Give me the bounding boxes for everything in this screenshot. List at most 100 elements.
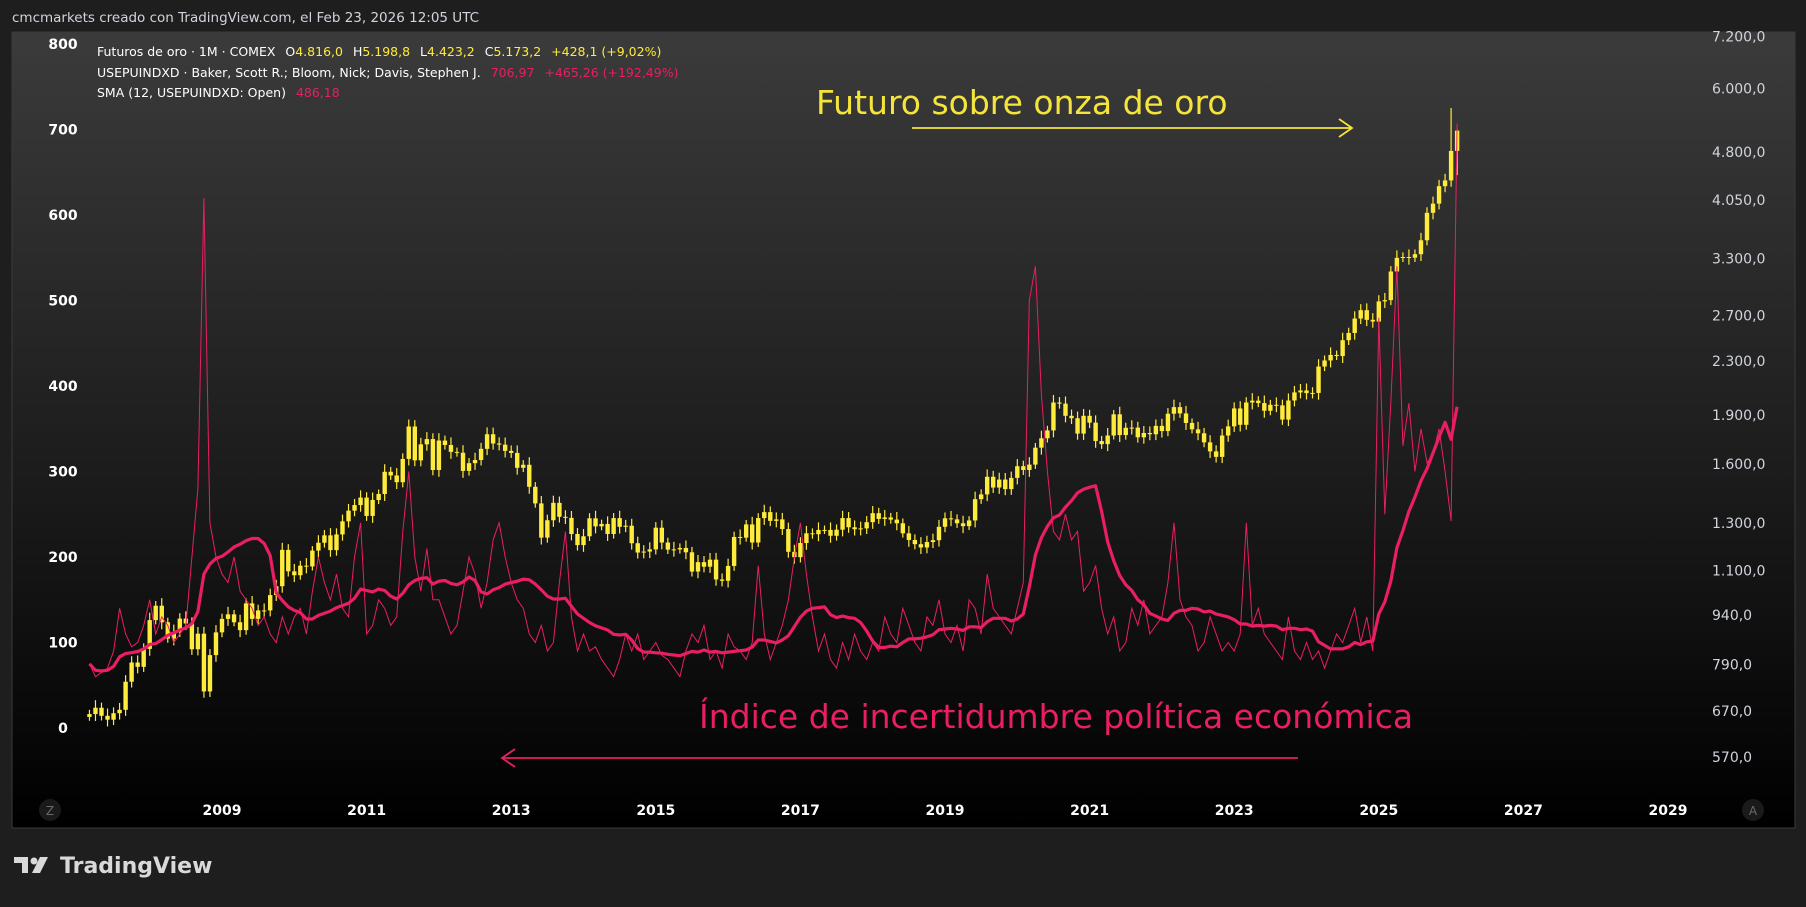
- candle-body: [768, 512, 773, 521]
- gold-candle: [864, 516, 869, 535]
- gold-candle: [1328, 347, 1333, 368]
- gold-candle: [539, 495, 544, 545]
- candle-body: [1424, 212, 1430, 241]
- candle-body: [798, 542, 803, 558]
- left-axis[interactable]: 0 100 200 300 400 500 600 700 800: [48, 37, 77, 737]
- tradingview-logo[interactable]: TradingView: [14, 854, 212, 879]
- a-button-label: A: [1749, 804, 1758, 818]
- time-axis-tick: 2019: [926, 803, 965, 819]
- right-axis-tick: 1.600,0: [1712, 457, 1765, 473]
- legend-close: 5.173,2: [493, 44, 541, 59]
- gold-candle: [249, 596, 255, 626]
- candle-body: [1304, 390, 1309, 394]
- right-axis-tick: 790,0: [1712, 657, 1752, 673]
- gold-candle: [1412, 249, 1418, 263]
- gold-candle: [1382, 292, 1388, 309]
- candle-body: [1352, 318, 1357, 333]
- right-axis-tick: 6.000,0: [1712, 81, 1765, 97]
- candle-body: [852, 527, 857, 530]
- candle-body: [1346, 332, 1351, 341]
- candle-body: [725, 565, 731, 581]
- gold-candle: [111, 707, 116, 726]
- gold-candle: [954, 514, 960, 528]
- gold-candle: [689, 546, 695, 577]
- gold-candle: [912, 534, 918, 550]
- gold-candle: [1063, 396, 1068, 423]
- candle-body: [1322, 360, 1327, 367]
- legend-epu-value: 706,97: [491, 65, 535, 80]
- gold-candle: [1171, 399, 1177, 421]
- log-scale-toggle-z[interactable]: Z: [39, 799, 61, 821]
- candle-body: [515, 452, 520, 468]
- legend[interactable]: Futuros de oro · 1M · COMEX O4.816,0 H5.…: [97, 44, 678, 100]
- gold-candle: [665, 537, 671, 554]
- candle-body: [539, 503, 544, 538]
- right-axis[interactable]: 7.200,0 6.000,0 4.800,0 4.050,0 3.300,0 2.700…: [1712, 30, 1765, 766]
- gold-candle: [1442, 173, 1448, 193]
- gold-candle: [382, 464, 387, 501]
- candle-body: [99, 707, 104, 716]
- gold-candle: [496, 437, 502, 451]
- left-axis-tick: 700: [48, 123, 77, 139]
- gold-candle: [713, 552, 719, 586]
- gold-candle: [1448, 108, 1454, 187]
- gold-candle: [804, 525, 809, 550]
- gold-candle: [484, 427, 490, 456]
- candle-body: [1213, 451, 1219, 457]
- gold-candle: [527, 457, 532, 494]
- gold-candle: [858, 521, 863, 536]
- candle-body: [370, 499, 375, 516]
- gold-candle: [1159, 418, 1165, 438]
- gold-candle: [509, 445, 514, 458]
- candle-body: [322, 535, 327, 543]
- candle-body: [521, 464, 526, 468]
- candle-body: [557, 502, 562, 517]
- candle-body: [966, 520, 972, 527]
- legend-low-label: L: [420, 44, 427, 59]
- candle-body: [1274, 404, 1279, 406]
- candle-body: [1015, 466, 1020, 478]
- candle-body: [888, 517, 893, 520]
- candle-body: [1436, 186, 1442, 204]
- candle-body: [984, 476, 990, 495]
- gold-candle: [1238, 401, 1243, 432]
- gold-candle: [1057, 397, 1062, 409]
- gold-candle: [340, 514, 345, 541]
- gold-candle: [1111, 410, 1116, 440]
- gold-candle: [1081, 408, 1086, 440]
- candle-body: [737, 536, 743, 538]
- gold-candles: [87, 108, 1460, 727]
- legend-epu[interactable]: USEPUINDXD · Baker, Scott R.; Bloom, Nic…: [97, 65, 678, 80]
- candle-body: [1171, 407, 1177, 414]
- gold-candle: [533, 482, 538, 508]
- time-axis[interactable]: 2009 2011 2013 2015 2017 2019 2021 2023 2025 2027…: [203, 803, 1688, 819]
- candle-body: [870, 513, 875, 523]
- candle-body: [1286, 400, 1291, 420]
- candle-body: [1256, 400, 1261, 404]
- auto-scale-toggle-a[interactable]: A: [1742, 799, 1764, 821]
- gold-candle: [201, 626, 207, 698]
- gold-candle: [129, 656, 134, 688]
- gold-candle: [647, 542, 652, 559]
- gold-candle: [743, 519, 749, 542]
- gold-candle: [557, 496, 562, 523]
- legend-sma[interactable]: SMA (12, USEPUINDXD: Open) 486,18: [97, 85, 340, 100]
- candle-body: [1087, 415, 1092, 423]
- gold-candle: [725, 558, 731, 588]
- candle-body: [828, 529, 833, 536]
- gold-candle: [1009, 471, 1014, 495]
- candle-body: [719, 579, 725, 581]
- gold-candle: [346, 503, 351, 528]
- gold-candle: [1123, 422, 1128, 440]
- candle-body: [1316, 366, 1321, 393]
- candle-body: [804, 533, 809, 543]
- right-axis-tick: 7.200,0: [1712, 30, 1765, 46]
- gold-candle: [255, 604, 261, 625]
- legend-gold[interactable]: Futuros de oro · 1M · COMEX O4.816,0 H5.…: [97, 44, 661, 59]
- gold-candle: [659, 520, 665, 550]
- candle-body: [243, 603, 249, 631]
- chart-panel[interactable]: [11, 31, 1796, 829]
- candle-body: [207, 655, 213, 692]
- gold-candle: [1201, 427, 1207, 448]
